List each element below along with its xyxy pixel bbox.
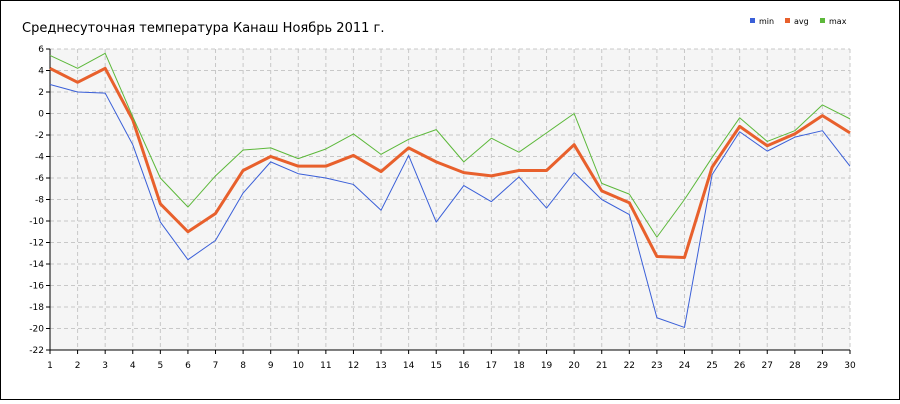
legend-swatch (750, 18, 755, 23)
y-tick-label: -10 (29, 217, 44, 227)
x-tick-label: 7 (213, 361, 219, 371)
x-tick-label: 10 (293, 361, 305, 371)
y-tick-label: -14 (29, 260, 44, 270)
legend-swatch (785, 18, 790, 23)
x-tick-label: 24 (679, 361, 691, 371)
x-tick-label: 28 (789, 361, 801, 371)
y-tick-label: -12 (29, 239, 44, 249)
x-tick-label: 5 (157, 361, 163, 371)
x-tick-label: 30 (844, 361, 856, 371)
y-tick-label: -22 (29, 346, 44, 356)
x-tick-label: 20 (568, 361, 580, 371)
x-tick-label: 9 (268, 361, 274, 371)
x-tick-label: 8 (240, 361, 246, 371)
x-tick-label: 14 (403, 361, 415, 371)
x-tick-label: 17 (486, 361, 497, 371)
y-tick-label: 0 (38, 110, 44, 120)
x-tick-label: 27 (762, 361, 773, 371)
y-tick-label: -16 (29, 282, 44, 292)
series-line (49, 66, 851, 260)
x-tick-label: 29 (817, 361, 829, 371)
legend-swatch (820, 18, 825, 23)
x-tick-label: 16 (458, 361, 470, 371)
x-tick-label: 15 (430, 361, 441, 371)
x-tick-label: 13 (375, 361, 386, 371)
legend-label: min (759, 17, 774, 26)
y-tick-label: 2 (38, 88, 44, 98)
x-tick-label: 19 (541, 361, 553, 371)
x-tick-label: 12 (348, 361, 359, 371)
x-tick-label: 1 (47, 361, 53, 371)
y-tick-label: -18 (29, 303, 44, 313)
x-tick-label: 3 (102, 361, 108, 371)
y-tick-label: 6 (38, 45, 44, 55)
y-tick-label: 4 (38, 67, 44, 77)
x-tick-label: 21 (596, 361, 607, 371)
y-tick-label: -8 (35, 196, 44, 206)
x-tick-label: 18 (513, 361, 525, 371)
x-tick-label: 6 (185, 361, 191, 371)
x-tick-label: 22 (624, 361, 635, 371)
x-tick-label: 4 (130, 361, 136, 371)
x-tick-label: 2 (75, 361, 81, 371)
y-tick-label: -6 (35, 174, 44, 184)
y-tick-label: -20 (29, 325, 44, 335)
x-tick-label: 23 (651, 361, 662, 371)
legend-label: avg (794, 17, 809, 26)
x-tick-label: 26 (734, 361, 746, 371)
y-tick-label: -2 (35, 131, 44, 141)
series-line (49, 52, 851, 238)
y-tick-label: -4 (35, 153, 44, 163)
legend-label: max (829, 17, 847, 26)
series-line (49, 83, 851, 328)
chart-title: Среднесуточная температура Канаш Ноябрь … (22, 21, 384, 36)
x-tick-label: 25 (706, 361, 717, 371)
x-tick-label: 11 (320, 361, 331, 371)
